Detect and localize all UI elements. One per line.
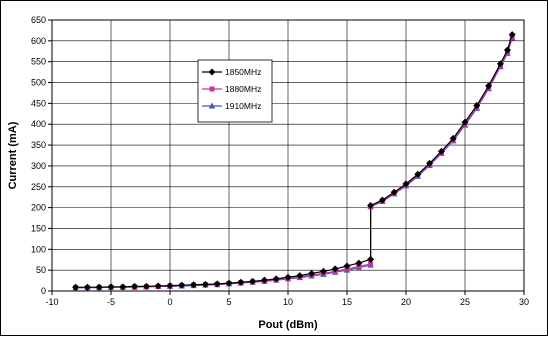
data-point-diamond (201, 280, 209, 288)
series-1850MHz (72, 31, 516, 291)
data-point-diamond (331, 265, 339, 273)
data-point-diamond (225, 279, 233, 287)
y-tick-label: 200 (31, 203, 46, 213)
data-point-diamond (461, 118, 469, 126)
data-point-diamond (119, 283, 127, 291)
y-tick-label: 450 (31, 98, 46, 108)
legend-item: 1880MHz (202, 84, 261, 94)
y-tick-label: 150 (31, 223, 46, 233)
axis-ticks: 050100150200250300350400450500550600650-… (31, 15, 529, 307)
data-point-square (368, 261, 374, 267)
y-tick-label: 0 (41, 286, 46, 296)
y-tick-label: 350 (31, 140, 46, 150)
data-point-diamond (95, 283, 103, 291)
x-tick-label: 5 (226, 297, 231, 307)
x-tick-label: 20 (401, 297, 411, 307)
y-tick-label: 600 (31, 36, 46, 46)
data-point-diamond (296, 272, 304, 280)
data-point-diamond (355, 259, 363, 267)
data-point-diamond (319, 267, 327, 275)
data-point-diamond (166, 282, 174, 290)
y-tick-label: 500 (31, 78, 46, 88)
series-line (75, 34, 513, 288)
x-tick-label: 25 (460, 297, 470, 307)
data-point-diamond (154, 282, 162, 290)
data-point-diamond (190, 281, 198, 289)
x-tick-label: -10 (45, 297, 58, 307)
data-point-diamond (508, 31, 516, 39)
data-point-diamond (367, 255, 375, 263)
x-tick-label: 15 (342, 297, 352, 307)
data-point-diamond (343, 262, 351, 270)
x-tick-label: -5 (107, 297, 115, 307)
data-point-diamond (449, 134, 457, 142)
data-point-diamond (308, 269, 316, 277)
data-point-diamond (249, 277, 257, 285)
data-point-diamond (178, 281, 186, 289)
y-tick-label: 250 (31, 182, 46, 192)
data-point-diamond (485, 82, 493, 90)
legend-item: 1910MHz (202, 101, 261, 111)
data-point-diamond (426, 159, 434, 167)
data-point-diamond (72, 283, 80, 291)
y-tick-label: 550 (31, 57, 46, 67)
legend: 1850MHz 1880MHz 1910MHz (197, 59, 273, 123)
data-point-diamond (260, 276, 268, 284)
y-tick-label: 650 (31, 15, 46, 25)
data-point-diamond (284, 273, 292, 281)
data-point-diamond (503, 46, 511, 54)
data-point-diamond (83, 283, 91, 291)
data-point-diamond (237, 278, 245, 286)
data-point-diamond (131, 282, 139, 290)
data-point-diamond (107, 283, 115, 291)
data-point-diamond (414, 170, 422, 178)
legend-label: 1910MHz (225, 101, 261, 111)
data-point-diamond (437, 147, 445, 155)
y-tick-label: 100 (31, 244, 46, 254)
data-point-diamond (402, 180, 410, 188)
y-tick-label: 400 (31, 119, 46, 129)
data-point-diamond (473, 101, 481, 109)
x-tick-label: 30 (519, 297, 529, 307)
data-point-diamond (378, 196, 386, 204)
legend-item: 1850MHz (202, 67, 261, 77)
legend-label: 1850MHz (225, 67, 261, 77)
data-point-diamond (142, 282, 150, 290)
x-axis-title: Pout (dBm) (258, 319, 318, 331)
data-point-triangle (208, 102, 216, 109)
data-point-square (209, 86, 215, 92)
legend-label: 1880MHz (225, 84, 261, 94)
data-point-diamond (367, 202, 375, 210)
data-point-diamond (390, 188, 398, 196)
data-point-diamond (496, 60, 504, 68)
y-tick-label: 50 (36, 265, 46, 275)
y-tick-label: 300 (31, 161, 46, 171)
data-point-diamond (208, 68, 216, 76)
x-tick-label: 0 (167, 297, 172, 307)
data-series (72, 31, 516, 291)
data-point-diamond (272, 275, 280, 283)
x-tick-label: 10 (283, 297, 293, 307)
data-point-diamond (213, 280, 221, 288)
y-axis-title: Current (mA) (7, 121, 19, 189)
